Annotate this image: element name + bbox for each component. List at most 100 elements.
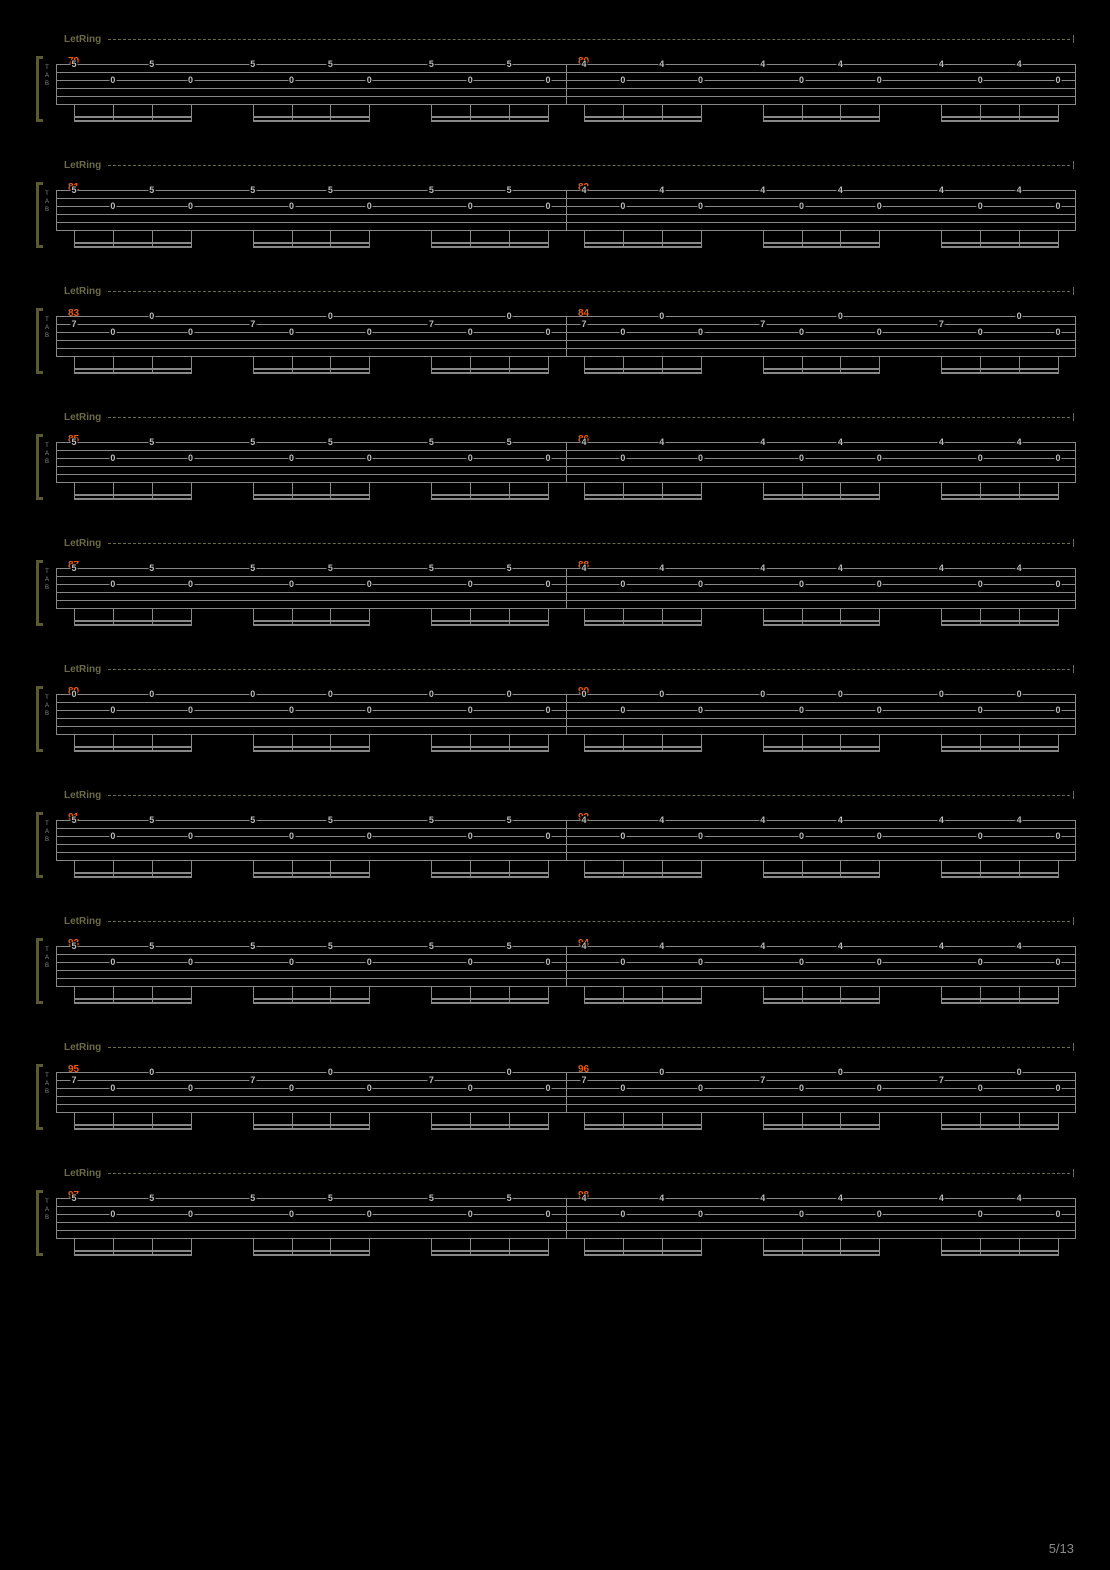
beam <box>941 242 1058 244</box>
tab-note: 0 <box>327 690 334 698</box>
beam <box>584 876 701 878</box>
beam <box>941 1254 1058 1256</box>
tab-note: 4 <box>658 60 665 68</box>
barline <box>1075 316 1076 356</box>
beam <box>74 1250 191 1252</box>
tab-note: 0 <box>876 1084 883 1092</box>
tab-staff: 9350505050505094404040404040 <box>56 946 1076 986</box>
tab-note: 4 <box>658 816 665 824</box>
tab-note: 5 <box>70 1194 77 1202</box>
tab-note: 0 <box>109 328 116 336</box>
tab-note: 5 <box>506 1194 513 1202</box>
tab-note: 0 <box>288 580 295 588</box>
beam <box>941 372 1058 374</box>
beam <box>74 498 191 500</box>
note-stem <box>548 104 549 122</box>
beam <box>584 1254 701 1256</box>
tab-note: 0 <box>798 76 805 84</box>
beam <box>584 1002 701 1004</box>
tab-note: 0 <box>1054 580 1061 588</box>
tab-note: 7 <box>70 320 77 328</box>
note-stem <box>191 356 192 374</box>
beam <box>763 372 880 374</box>
let-ring-label: LetRing <box>64 160 101 171</box>
tab-note: 0 <box>187 202 194 210</box>
barline <box>56 568 57 608</box>
beam <box>253 620 370 622</box>
beam <box>431 620 548 622</box>
tab-note: 0 <box>506 1068 513 1076</box>
tab-note: 5 <box>506 942 513 950</box>
tab-note: 0 <box>467 832 474 840</box>
beam <box>941 624 1058 626</box>
beam <box>584 998 701 1000</box>
note-stem <box>1058 1238 1059 1256</box>
beam <box>763 120 880 122</box>
tab-note: 0 <box>428 690 435 698</box>
tab-note: 0 <box>798 580 805 588</box>
tab-note: 0 <box>876 706 883 714</box>
tab-clef-label: TAB <box>40 694 54 718</box>
tab-note: 0 <box>109 706 116 714</box>
tab-note: 0 <box>697 202 704 210</box>
tab-clef-label: TAB <box>40 1198 54 1222</box>
barline <box>56 946 57 986</box>
tab-note: 5 <box>249 564 256 572</box>
beam <box>431 372 548 374</box>
beam <box>253 242 370 244</box>
tab-note: 0 <box>697 958 704 966</box>
measure-number: 95 <box>68 1064 79 1075</box>
beam <box>763 620 880 622</box>
beam <box>431 494 548 496</box>
note-stem <box>548 482 549 500</box>
tab-note: 0 <box>798 202 805 210</box>
note-stem <box>1058 734 1059 752</box>
measure-number: 83 <box>68 308 79 319</box>
beam <box>941 368 1058 370</box>
tab-note: 0 <box>697 706 704 714</box>
let-ring-end <box>1073 791 1074 799</box>
tab-note: 0 <box>876 454 883 462</box>
tab-note: 4 <box>580 942 587 950</box>
tab-note: 0 <box>977 1210 984 1218</box>
tab-note: 4 <box>837 186 844 194</box>
tab-note: 0 <box>366 76 373 84</box>
beam <box>763 876 880 878</box>
tab-note: 0 <box>467 328 474 336</box>
tab-note: 0 <box>1016 312 1023 320</box>
tab-staff: 8550505050505086404040404040 <box>56 442 1076 482</box>
note-stem <box>701 104 702 122</box>
tab-note: 5 <box>70 942 77 950</box>
tab-note: 0 <box>619 832 626 840</box>
tab-note: 0 <box>109 832 116 840</box>
beam <box>941 1250 1058 1252</box>
tab-note: 5 <box>428 186 435 194</box>
note-stem <box>191 230 192 248</box>
beam <box>253 116 370 118</box>
tab-note: 0 <box>798 328 805 336</box>
let-ring-end <box>1073 539 1074 547</box>
beam <box>941 998 1058 1000</box>
tab-staff: 8750505050505088404040404040 <box>56 568 1076 608</box>
tab-note: 0 <box>366 328 373 336</box>
tab-note: 0 <box>977 706 984 714</box>
note-stem <box>701 1238 702 1256</box>
tab-note: 0 <box>977 328 984 336</box>
note-stem <box>369 860 370 878</box>
barline <box>56 694 57 734</box>
tab-note: 0 <box>938 690 945 698</box>
beam <box>74 246 191 248</box>
beam <box>74 746 191 748</box>
tab-note: 0 <box>187 958 194 966</box>
tab-note: 0 <box>1054 958 1061 966</box>
note-stem <box>369 482 370 500</box>
beam <box>941 876 1058 878</box>
beam <box>763 368 880 370</box>
measure-number: 84 <box>578 308 589 319</box>
tab-note: 0 <box>366 958 373 966</box>
let-ring-end <box>1073 1043 1074 1051</box>
tab-note: 0 <box>467 958 474 966</box>
tab-note: 5 <box>148 942 155 950</box>
tab-note: 0 <box>544 76 551 84</box>
tab-note: 0 <box>697 328 704 336</box>
